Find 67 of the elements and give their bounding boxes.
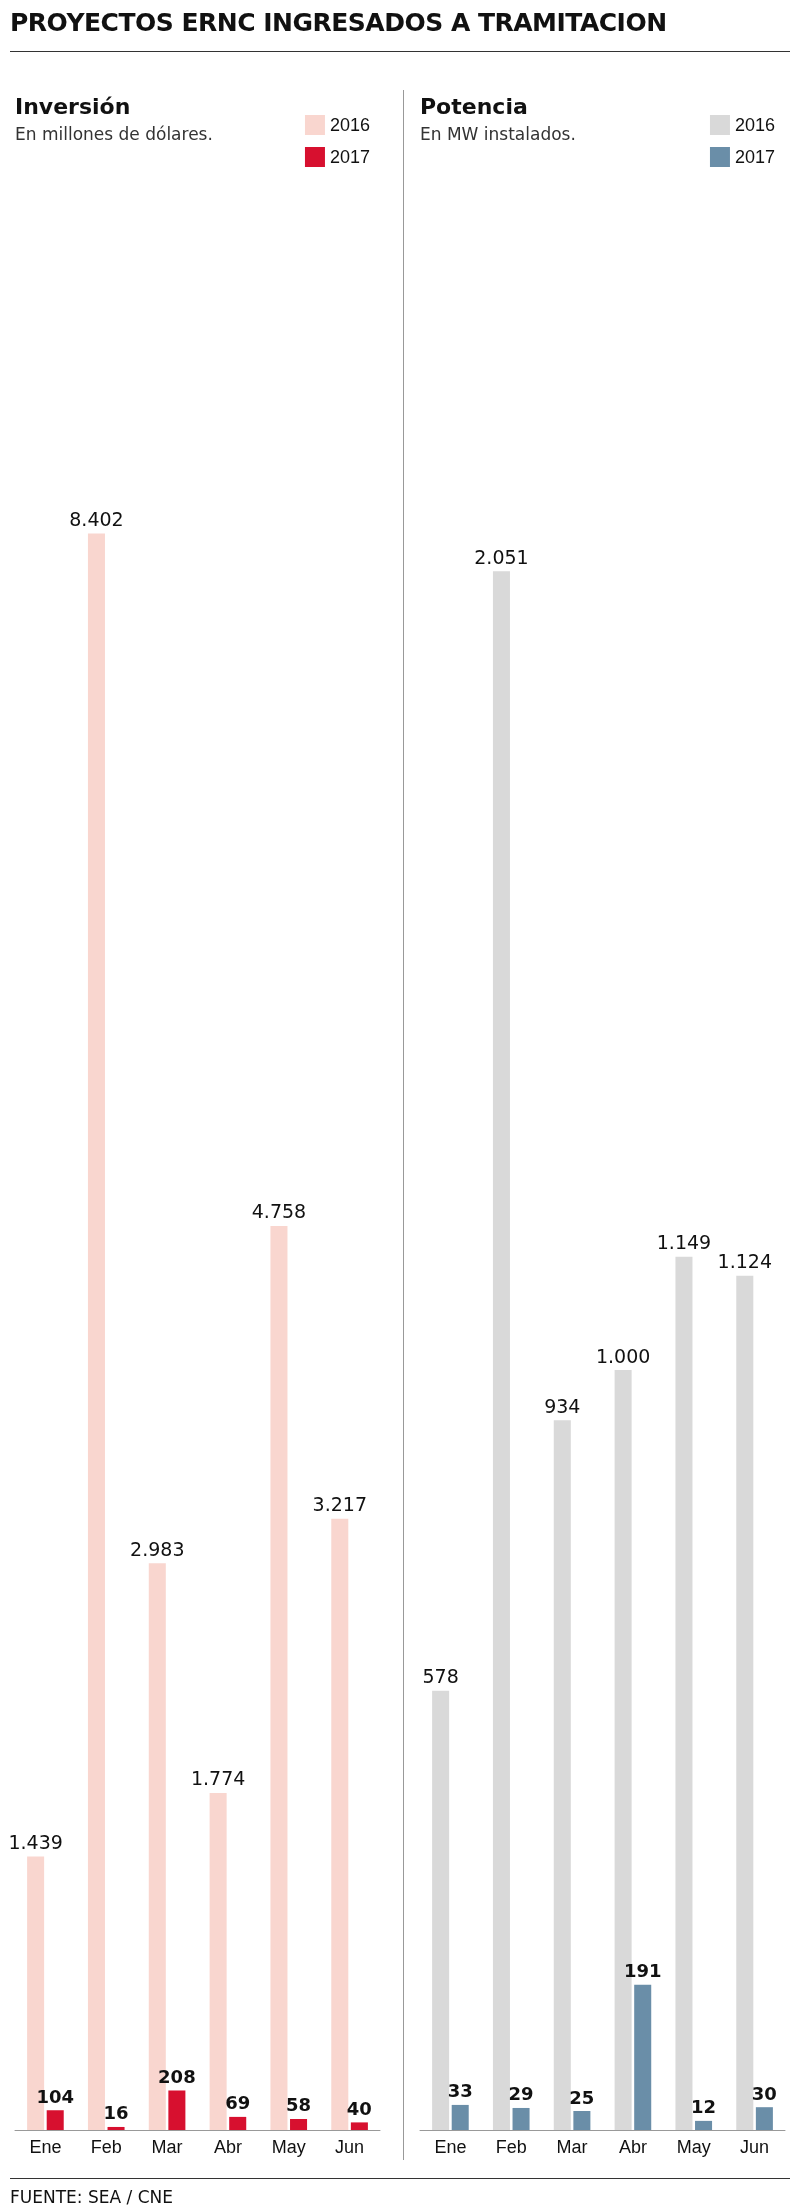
data-label: 1.774 xyxy=(190,1767,246,1790)
text: PROYECTOS ERNC INGRESADOS A TRAMITACION xyxy=(10,8,790,52)
data-label: 58 xyxy=(286,2094,312,2116)
bar xyxy=(492,571,510,2130)
bar xyxy=(634,1984,652,2130)
data-label: 2.051 xyxy=(474,545,529,568)
data-label: 12 xyxy=(691,2096,717,2118)
x-tick-label: Feb xyxy=(90,2137,122,2157)
data-label: 29 xyxy=(508,2083,534,2105)
x-tick-label: Abr xyxy=(618,2137,647,2157)
bar xyxy=(46,2110,64,2130)
data-label: 934 xyxy=(544,1394,581,1417)
bar xyxy=(229,2116,247,2130)
bar xyxy=(736,1275,754,2130)
bar xyxy=(451,2104,469,2130)
legend-label: 2017 xyxy=(734,147,775,167)
data-label: 4.758 xyxy=(251,1200,307,1223)
data-label: 2.983 xyxy=(130,1537,185,1560)
chart-title: Inversión xyxy=(15,93,131,119)
x-tick-label: May xyxy=(676,2137,711,2157)
data-label: 8.402 xyxy=(69,508,124,531)
bar xyxy=(553,1420,571,2130)
data-label: 69 xyxy=(225,2092,251,2114)
bar xyxy=(87,533,105,2130)
data-label: 1.149 xyxy=(656,1231,712,1254)
data-label: 1.439 xyxy=(8,1831,63,1854)
bar xyxy=(270,1225,288,2130)
chart-title: Potencia xyxy=(420,93,528,119)
data-label: 578 xyxy=(422,1665,459,1688)
data-label: 16 xyxy=(103,2102,129,2124)
bar xyxy=(331,1518,349,2130)
bar xyxy=(675,1256,693,2130)
bar xyxy=(573,2111,591,2130)
data-label: 40 xyxy=(346,2097,372,2119)
bar xyxy=(350,2122,368,2130)
x-tick-label: Ene xyxy=(29,2137,62,2157)
bar xyxy=(755,2107,773,2130)
data-label: 25 xyxy=(569,2086,595,2108)
data-label: 30 xyxy=(751,2082,777,2104)
chart-subtitle: En MW instalados. xyxy=(420,123,576,144)
data-label: 33 xyxy=(447,2080,473,2102)
x-tick-label: Mar xyxy=(151,2137,183,2157)
bar xyxy=(290,2118,308,2130)
data-label: 3.217 xyxy=(312,1493,367,1516)
source-note: FUENTE: SEA / CNE xyxy=(10,2178,790,2207)
x-tick-label: Mar xyxy=(556,2137,588,2157)
data-label: 208 xyxy=(158,2065,196,2087)
bar xyxy=(209,1792,227,2130)
x-tick-label: Ene xyxy=(434,2137,467,2157)
x-tick-label: Feb xyxy=(495,2137,527,2157)
data-label: 1.000 xyxy=(595,1344,651,1367)
bar xyxy=(432,1690,450,2130)
legend-label: 2016 xyxy=(734,115,775,135)
bar xyxy=(695,2120,713,2130)
data-label: 191 xyxy=(623,1960,662,1982)
legend-label: 2016 xyxy=(329,115,370,135)
x-tick-label: Abr xyxy=(213,2137,242,2157)
x-tick-label: Jun xyxy=(335,2137,365,2157)
bar xyxy=(512,2107,530,2130)
data-label: 104 xyxy=(36,2085,74,2107)
bar xyxy=(168,2090,186,2130)
x-tick-label: Jun xyxy=(740,2137,770,2157)
chart-subtitle: En millones de dólares. xyxy=(15,123,213,144)
bar xyxy=(107,2126,125,2130)
data-label: 1.124 xyxy=(717,1250,772,1273)
legend-label: 2017 xyxy=(329,147,370,167)
x-tick-label: May xyxy=(271,2137,306,2157)
